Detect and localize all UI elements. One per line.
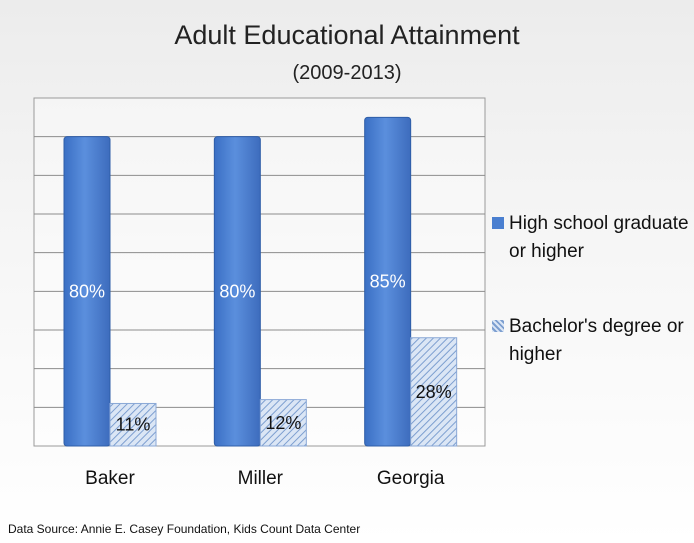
- legend-swatch-solid: [492, 217, 504, 229]
- legend-label: High school graduate or higher: [509, 213, 689, 262]
- bar-high-school: [63, 136, 111, 447]
- data-label: 12%: [265, 413, 301, 433]
- data-label: 85%: [370, 272, 406, 292]
- bar-bachelors: [109, 402, 157, 447]
- bar-bachelors: [259, 399, 307, 447]
- category-label: Baker: [85, 468, 135, 489]
- chart-title: Adult Educational Attainment: [174, 20, 520, 50]
- bar-high-school: [213, 136, 261, 447]
- legend-label: Bachelor's degree or higher: [509, 316, 684, 365]
- data-label: 11%: [116, 415, 151, 435]
- category-label: Miller: [238, 468, 284, 489]
- data-label: 28%: [416, 382, 452, 402]
- legend-swatch-hatched: [492, 320, 504, 332]
- bar-high-school: [364, 116, 412, 447]
- chart-subtitle: (2009-2013): [292, 62, 402, 84]
- data-source-note: Data Source: Annie E. Casey Foundation, …: [8, 522, 361, 536]
- bar-bachelors: [410, 337, 458, 447]
- data-label: 80%: [69, 281, 105, 301]
- data-label: 80%: [219, 281, 255, 301]
- category-label: Georgia: [377, 468, 445, 489]
